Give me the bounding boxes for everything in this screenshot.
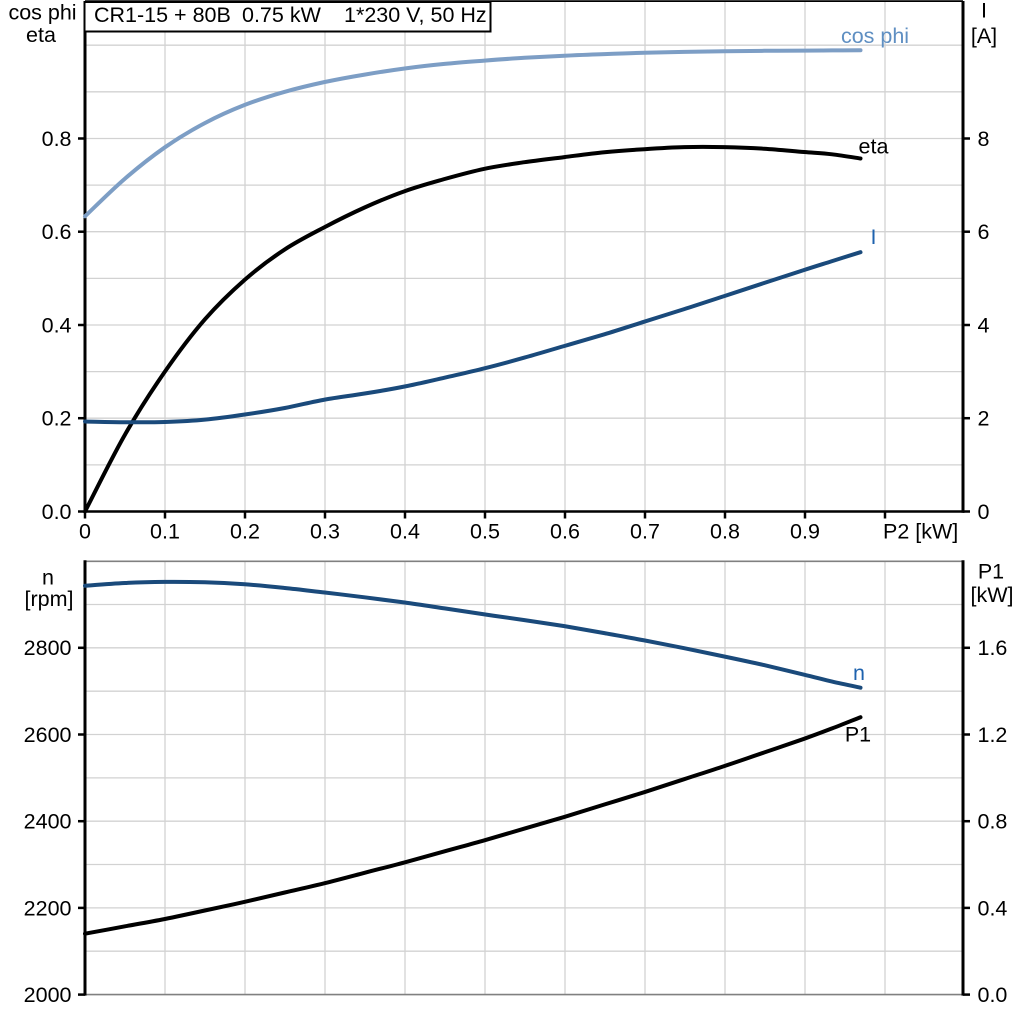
svg-text:0.2: 0.2	[230, 519, 260, 543]
svg-text:0.9: 0.9	[790, 519, 820, 543]
svg-text:n: n	[42, 565, 54, 589]
svg-text:0.8: 0.8	[978, 810, 1008, 834]
svg-text:2200: 2200	[24, 896, 72, 920]
svg-text:2: 2	[978, 407, 990, 431]
svg-text:P2 [kW]: P2 [kW]	[883, 519, 958, 543]
svg-text:0.7: 0.7	[630, 519, 660, 543]
svg-text:0.4: 0.4	[978, 896, 1008, 920]
svg-text:cos phi: cos phi	[8, 0, 76, 24]
svg-text:I: I	[981, 0, 987, 23]
svg-text:1.6: 1.6	[978, 636, 1008, 660]
svg-text:[A]: [A]	[971, 24, 997, 48]
svg-text:2800: 2800	[24, 636, 72, 660]
svg-text:cos phi: cos phi	[841, 24, 909, 48]
svg-text:2600: 2600	[24, 723, 72, 747]
svg-text:0.4: 0.4	[390, 519, 420, 543]
svg-text:0.5: 0.5	[470, 519, 500, 543]
svg-text:8: 8	[978, 127, 990, 151]
svg-text:[rpm]: [rpm]	[25, 587, 74, 611]
svg-text:0.0: 0.0	[978, 983, 1008, 1007]
svg-text:0.2: 0.2	[42, 407, 72, 431]
svg-text:4: 4	[978, 313, 990, 337]
svg-text:[kW]: [kW]	[971, 583, 1014, 607]
svg-text:0.4: 0.4	[42, 313, 72, 337]
svg-text:P1: P1	[978, 559, 1004, 583]
svg-text:6: 6	[978, 220, 990, 244]
svg-text:0.75 kW: 0.75 kW	[242, 3, 322, 27]
svg-text:0.1: 0.1	[150, 519, 180, 543]
svg-text:0.6: 0.6	[550, 519, 580, 543]
svg-text:0.8: 0.8	[710, 519, 740, 543]
svg-text:0.0: 0.0	[42, 500, 72, 524]
svg-text:0.3: 0.3	[310, 519, 340, 543]
svg-text:P1: P1	[845, 722, 871, 746]
svg-text:0: 0	[978, 500, 990, 524]
svg-text:eta: eta	[26, 23, 56, 47]
svg-text:n: n	[853, 661, 865, 685]
svg-text:1*230 V, 50 Hz: 1*230 V, 50 Hz	[344, 3, 487, 27]
svg-text:0.8: 0.8	[42, 127, 72, 151]
svg-text:2000: 2000	[24, 983, 72, 1007]
svg-text:1.2: 1.2	[978, 723, 1008, 747]
svg-text:0.6: 0.6	[42, 220, 72, 244]
svg-text:eta: eta	[859, 134, 889, 158]
svg-text:CR1-15 + 80B: CR1-15 + 80B	[94, 3, 231, 27]
svg-text:2400: 2400	[24, 810, 72, 834]
svg-text:0: 0	[79, 519, 91, 543]
svg-text:I: I	[871, 225, 877, 249]
